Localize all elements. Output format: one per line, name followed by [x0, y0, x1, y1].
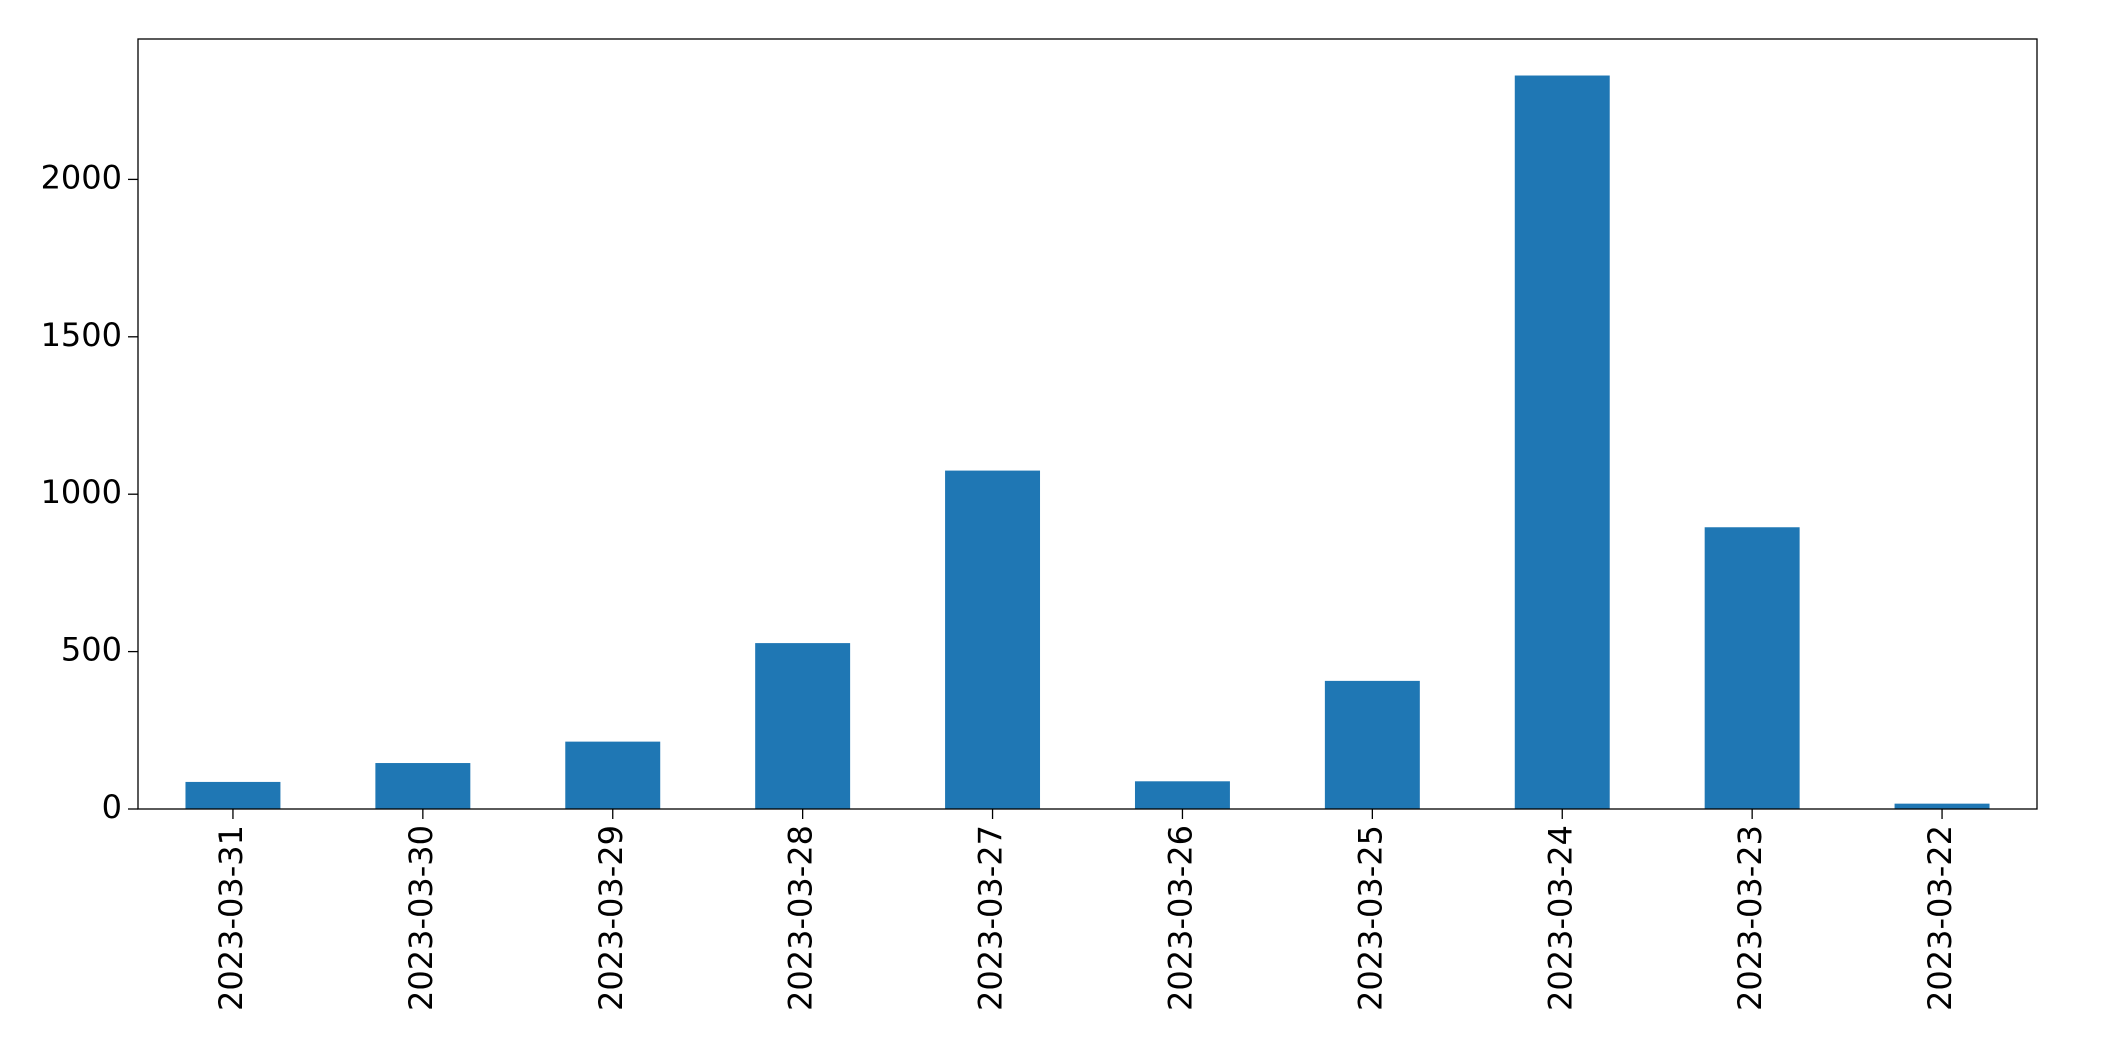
bar — [755, 643, 851, 809]
y-tick-label: 0 — [102, 788, 122, 826]
bar — [185, 781, 281, 809]
x-tick-label: 2023-03-22 — [1921, 825, 1959, 1011]
x-tick-label: 2023-03-31 — [212, 825, 250, 1011]
x-tick-label: 2023-03-26 — [1161, 825, 1199, 1011]
y-tick-label: 1500 — [41, 316, 122, 354]
bar — [565, 741, 661, 809]
bar — [1324, 680, 1420, 809]
bar — [1134, 781, 1230, 809]
x-tick-label: 2023-03-24 — [1541, 825, 1579, 1011]
plot-frame — [137, 38, 2038, 810]
bar — [1514, 75, 1610, 809]
x-tick-label: 2023-03-29 — [592, 825, 630, 1011]
bar — [1894, 803, 1990, 809]
bar — [1704, 527, 1800, 809]
x-tick-label: 2023-03-23 — [1731, 825, 1769, 1011]
x-tick-label: 2023-03-27 — [972, 825, 1010, 1011]
x-tick-label: 2023-03-28 — [782, 825, 820, 1011]
bar — [945, 470, 1041, 809]
bar — [375, 763, 471, 809]
y-tick-label: 1000 — [41, 473, 122, 511]
x-tick-label: 2023-03-30 — [402, 825, 440, 1011]
y-tick-label: 500 — [61, 631, 122, 669]
y-tick-label: 2000 — [41, 158, 122, 196]
x-tick-label: 2023-03-25 — [1351, 825, 1389, 1011]
